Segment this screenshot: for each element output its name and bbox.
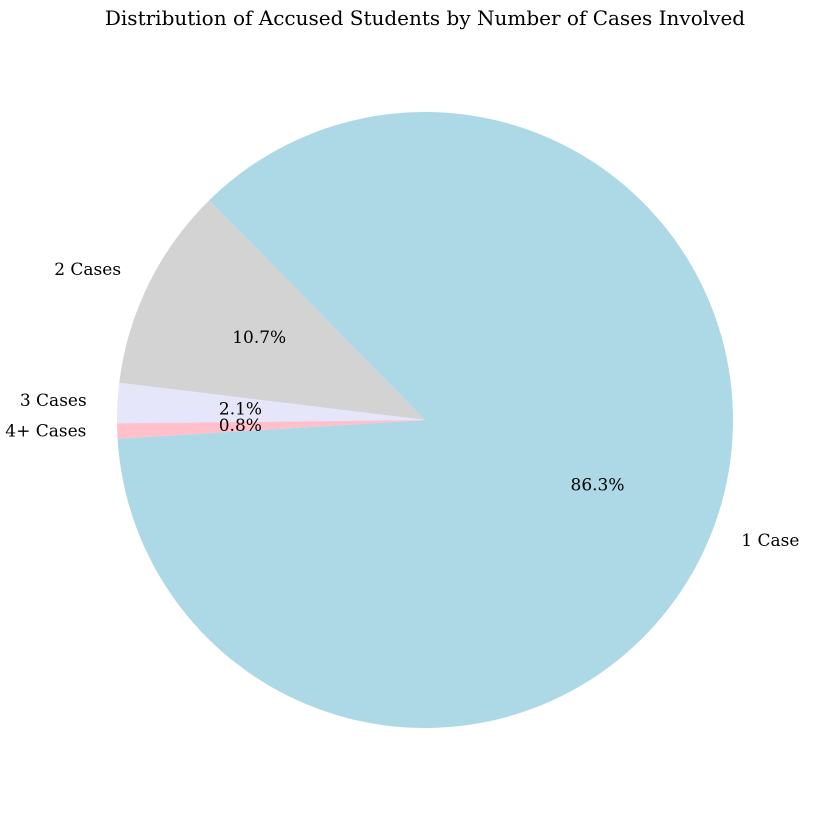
chart-title: Distribution of Accused Students by Numb… bbox=[104, 6, 746, 30]
slice-label-4: 4+ Cases bbox=[5, 422, 86, 442]
slice-percent-2: 10.7% bbox=[232, 328, 286, 348]
slice-percent-3: 2.1% bbox=[219, 399, 262, 419]
slice-label-3: 3 Cases bbox=[20, 391, 87, 411]
slice-label-2: 2 Cases bbox=[54, 260, 121, 280]
slice-percent-1: 86.3% bbox=[571, 476, 625, 496]
pie-slice-4 bbox=[117, 420, 426, 439]
slice-percent-4: 0.8% bbox=[219, 416, 262, 436]
pie-slice-2 bbox=[119, 200, 426, 420]
pie-slice-3 bbox=[117, 382, 425, 424]
pie-slice-1 bbox=[117, 112, 733, 728]
slice-label-1: 1 Case bbox=[741, 531, 799, 551]
